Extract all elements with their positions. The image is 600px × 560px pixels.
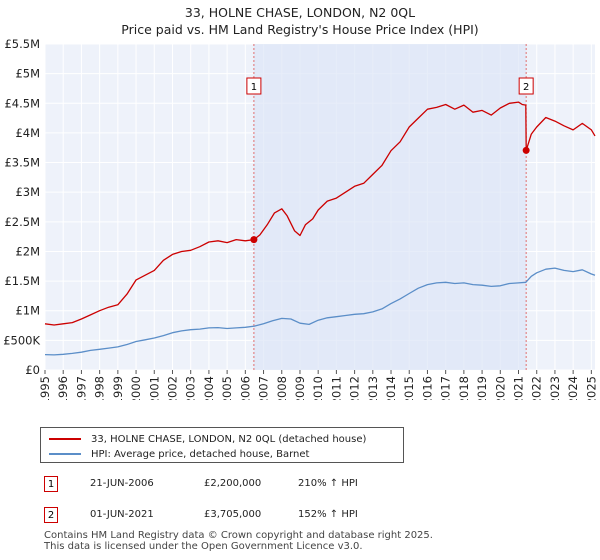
sale-price: £3,705,000 (204, 509, 262, 520)
legend-item-hpi: HPI: Average price, detached house, Barn… (49, 447, 309, 461)
x-tick-label: 1996 (56, 376, 70, 400)
x-tick-label: 1995 (38, 376, 52, 400)
y-tick-label: £2.5M (4, 215, 40, 229)
x-tick-label: 2018 (457, 376, 471, 400)
sale-date: 01-JUN-2021 (90, 509, 154, 520)
sale-marker-box (518, 77, 534, 95)
footer-line-1: Contains HM Land Registry data © Crown c… (44, 530, 433, 541)
y-tick-label: £2M (15, 244, 40, 258)
legend-item-property: 33, HOLNE CHASE, LONDON, N2 0QL (detache… (49, 432, 366, 446)
y-tick-label: £4.5M (4, 96, 40, 110)
y-tick-label: £3M (15, 185, 40, 199)
x-tick-label: 2016 (420, 376, 434, 400)
ownership-period-shading (253, 44, 527, 370)
sale-point-marker (250, 236, 258, 244)
x-tick-label: 2007 (257, 376, 271, 400)
legend-label-hpi: HPI: Average price, detached house, Barn… (91, 448, 310, 460)
x-tick-label: 2025 (584, 376, 598, 400)
y-tick-label: £5.5M (4, 37, 40, 51)
hpi-series-line (44, 267, 596, 356)
y-tick-label: £1.5M (4, 274, 40, 288)
x-tick-label: 2006 (238, 376, 252, 400)
legend-label-property: 33, HOLNE CHASE, LONDON, N2 0QL (detache… (91, 433, 367, 445)
x-tick-label: 2011 (329, 376, 343, 400)
property-series-line (44, 101, 596, 326)
chart-title: 33, HOLNE CHASE, LONDON, N2 0QL (185, 5, 415, 20)
y-tick-label: £4M (15, 126, 40, 140)
sale-marker-label: 1 (251, 82, 257, 93)
sale-marker-label: 2 (523, 82, 529, 93)
x-axis-ticks: 1995 1996 1997 1998 1999 2000 2001 2002 2003 2004… (38, 370, 598, 400)
y-tick-label: £3.5M (4, 156, 40, 170)
legend-swatch-property (49, 438, 81, 440)
x-tick-label: 2021 (512, 376, 526, 400)
y-tick-label: £5M (15, 67, 40, 81)
footer-attribution: Contains HM Land Registry data © Crown c… (44, 530, 433, 552)
x-tick-label: 2001 (147, 376, 161, 400)
sale-number-badge: 1 (44, 476, 58, 492)
x-tick-label: 2003 (184, 376, 198, 400)
price-chart: 33, HOLNE CHASE, LONDON, N2 0QL Price pa… (3, 5, 598, 400)
x-tick-label: 2014 (384, 376, 398, 400)
sale-price: £2,200,000 (204, 478, 262, 489)
x-tick-label: 2022 (530, 376, 544, 400)
legend: 33, HOLNE CHASE, LONDON, N2 0QL (detache… (40, 427, 404, 463)
sale-hpi-change: 152% ↑ HPI (298, 509, 358, 520)
x-tick-label: 1998 (93, 376, 107, 400)
x-tick-label: 2017 (439, 376, 453, 400)
y-tick-label: £500K (3, 333, 40, 347)
x-tick-label: 2009 (293, 376, 307, 400)
x-tick-label: 2010 (311, 376, 325, 400)
sale-date: 21-JUN-2006 (90, 478, 154, 489)
x-tick-label: 2002 (165, 376, 179, 400)
x-tick-label: 2015 (402, 376, 416, 400)
x-tick-label: 1997 (74, 376, 88, 400)
sale-marker-box (246, 77, 262, 95)
y-tick-label: £0 (25, 363, 40, 377)
footer-line-2: This data is licensed under the Open Gov… (44, 541, 363, 552)
series-lines (44, 101, 596, 356)
sale-number-badge: 2 (44, 507, 58, 523)
legend-swatch-hpi (49, 453, 81, 455)
x-tick-label: 2020 (493, 376, 507, 400)
x-tick-label: 2004 (202, 376, 216, 400)
y-axis-ticks: £0 £500K £1M £1.5M £2M £2.5M £3M £3.5M £4M £4.5M £… (3, 37, 40, 377)
y-tick-label: £1M (15, 304, 40, 318)
x-tick-label: 2013 (366, 376, 380, 400)
x-tick-label: 2008 (275, 376, 289, 400)
shaded-period (253, 44, 527, 370)
x-tick-label: 2005 (220, 376, 234, 400)
x-tick-label: 2012 (348, 376, 362, 400)
x-tick-label: 2019 (475, 376, 489, 400)
x-tick-label: 2000 (129, 376, 143, 400)
chart-subtitle: Price paid vs. HM Land Registry's House … (121, 22, 478, 37)
sale-hpi-change: 210% ↑ HPI (298, 478, 358, 489)
x-tick-label: 2023 (548, 376, 562, 400)
x-tick-label: 1999 (111, 376, 125, 400)
sale-point-marker (522, 146, 530, 154)
x-tick-label: 2024 (566, 376, 580, 400)
